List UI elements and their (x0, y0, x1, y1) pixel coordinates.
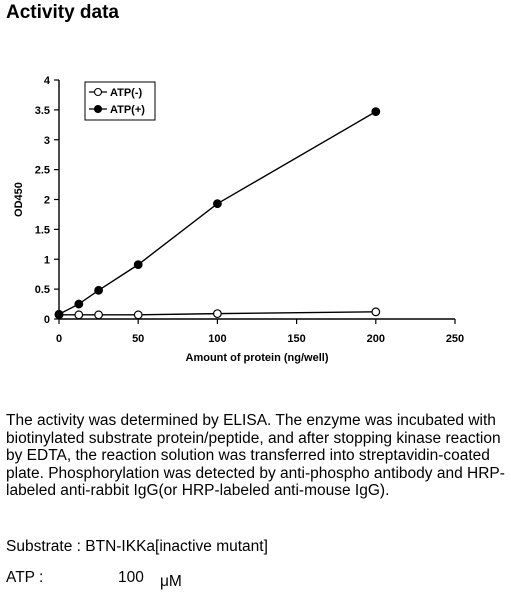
y-tick-label: 3.5 (35, 105, 50, 117)
data-point (371, 307, 381, 317)
chart-series (54, 107, 381, 320)
y-tick-label: 0 (44, 314, 50, 326)
data-point (54, 309, 64, 319)
y-axis-title: OD450 (13, 182, 25, 217)
y-tick-label: 2.5 (35, 165, 50, 177)
atp-label: ATP : (6, 569, 44, 586)
x-tick-label: 100 (208, 333, 226, 345)
data-point (94, 285, 103, 295)
data-point (133, 260, 143, 270)
atp-info: ATP : 100 μM (6, 569, 182, 590)
x-axis-title: Amount of protein (ng/well) (186, 352, 329, 364)
atp-unit: μM (160, 573, 182, 590)
x-tick-label: 0 (56, 333, 62, 345)
atp-value: 100 (118, 569, 144, 586)
y-tick-label: 1.5 (35, 224, 50, 236)
chart-axes: 0 0.5 1 1.5 2 2.5 3 3.5 4 0 50 100 150 200 250 (35, 75, 464, 345)
series-atp-minus (54, 307, 381, 320)
y-tick-label: 2 (44, 195, 50, 207)
legend-marker (93, 87, 103, 97)
x-tick-label: 250 (446, 333, 464, 345)
data-point (133, 310, 143, 320)
data-point (371, 107, 381, 117)
legend-label: ATP(+) (110, 104, 145, 116)
y-tick-label: 3 (44, 135, 50, 147)
data-point (212, 199, 222, 209)
legend-label: ATP(-) (110, 87, 143, 99)
x-tick-label: 50 (132, 333, 144, 345)
series-atp-plus (54, 107, 381, 319)
data-point (74, 310, 84, 320)
page-title: Activity data (6, 2, 119, 23)
substrate-info: Substrate : BTN-IKKa[inactive mutant] (6, 538, 268, 555)
data-point (74, 299, 84, 309)
activity-line-chart: 00.511.522.533.540 50 100 150 200 250 ATP(-)A… (13, 75, 464, 364)
y-tick-label: 1 (44, 254, 50, 266)
data-point (212, 309, 222, 319)
data-point (94, 310, 103, 320)
y-tick-label: 0.5 (35, 284, 50, 296)
legend-marker (93, 104, 103, 114)
chart-legend: ATP(-) ATP(+) (84, 81, 156, 121)
series-line (58, 111, 377, 315)
y-tick-label: 4 (44, 75, 51, 87)
x-tick-label: 200 (367, 333, 385, 345)
x-tick-label: 150 (287, 333, 305, 345)
assay-description: The activity was determined by ELISA. Th… (6, 412, 505, 499)
